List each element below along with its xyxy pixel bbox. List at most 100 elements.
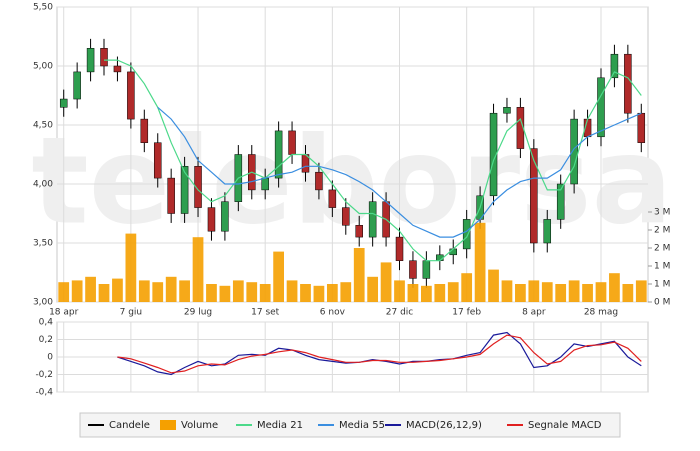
y-tick-label: 5,00 [33,62,53,72]
volume-bar [313,285,325,302]
volume-bar [568,280,580,302]
volume-bar [447,282,459,302]
candle-body [86,48,95,73]
volume-bar [421,285,432,302]
volume-bar [501,280,513,302]
macd-line [117,334,642,374]
volume-bar [165,276,177,302]
candle-body [449,248,457,256]
volume-bar [394,280,405,302]
candle-body [422,260,431,279]
y-tick-label: 0,2 [39,335,53,345]
volume-bar [300,284,311,302]
volume-bar [380,262,392,302]
candle-body [100,48,108,67]
ma-line [157,106,642,238]
y-tick-label: -0,4 [35,388,53,398]
x-tick-label: 29 lug [184,308,212,318]
y2-tick-label: 3 M [654,208,670,218]
volume-bar [340,282,352,302]
candle-body [127,71,135,120]
volume-bar [152,282,164,302]
candle-body [503,107,511,114]
candle-body [543,219,552,244]
volume-bar [232,280,244,302]
volume-bar [609,273,620,302]
x-tick-label: 17 feb [452,308,481,318]
volume-bar [461,273,473,302]
x-tick-label: 8 apr [522,308,546,318]
candle-body [180,166,189,214]
y-tick-label: -0,2 [35,370,53,380]
y-tick-label: 4,50 [33,121,53,131]
volume-bar [515,284,526,302]
candle-body [194,166,202,208]
volume-bar [367,276,379,302]
y-tick-label: 3,50 [33,239,53,249]
candle-body [261,177,269,191]
volume-bar [219,285,231,302]
candle-body [59,98,68,108]
volume-bar [353,248,365,302]
volume-bar [112,278,123,302]
candle-body [610,53,619,79]
volume-bar [622,284,634,302]
y-tick-label: 4,00 [33,180,53,190]
x-tick-label: 7 giu [120,308,143,318]
volume-bar [582,284,593,302]
y2-tick-label: 1 M [654,262,670,272]
volume-bar [71,280,83,302]
candle-body [556,183,565,220]
candle-body [530,148,538,244]
candle-body [274,130,283,179]
y-tick-label: 0,4 [39,318,54,328]
candle-body [315,171,323,191]
x-tick-label: 6 nov [320,308,346,318]
candle-body [328,189,337,208]
candle-body [597,77,605,138]
candle-body [153,142,162,179]
candle-body [355,225,363,238]
y-tick-label: 5,50 [33,3,53,13]
legend-label: Volume [181,420,218,431]
volume-bar [555,284,567,302]
volume-bar [98,284,110,302]
volume-bar [407,284,419,302]
volume-bar [595,282,607,302]
candle-body [624,53,632,114]
volume-bar [488,269,499,302]
y2-tick-label: 1 M [654,280,670,290]
volume-bar [125,233,137,302]
x-tick-label: 28 mag [584,308,618,318]
volume-bar [179,280,190,302]
volume-bar [85,276,96,302]
legend-label: Segnale MACD [528,420,602,431]
candle-body [73,71,81,100]
legend-label: MACD(26,12,9) [406,420,482,431]
volume-bar [138,280,150,302]
volume-bar [206,284,217,302]
volume-bar [635,280,647,302]
legend-label: Candele [109,420,150,431]
y-tick-label: 0 [47,353,53,363]
candle-body [140,118,149,143]
volume-bar [474,222,486,302]
volume-bar [192,237,204,302]
volume-bar [273,251,284,302]
y2-tick-label: 2 M [654,226,670,236]
volume-bar [326,284,338,302]
candle-body [167,177,175,214]
volume-bar [286,280,298,302]
legend-label: Media 21 [257,420,303,431]
candle-body [113,65,122,73]
volume-bar [259,284,271,302]
volume-bar [58,282,70,302]
volume-bar [528,280,540,302]
y2-tick-label: 0 M [654,298,670,308]
x-tick-label: 18 apr [49,308,79,318]
candle-body [489,112,498,197]
y-tick-label: 3,00 [33,298,53,308]
volume-bar [246,282,258,302]
candle-body [395,236,404,261]
